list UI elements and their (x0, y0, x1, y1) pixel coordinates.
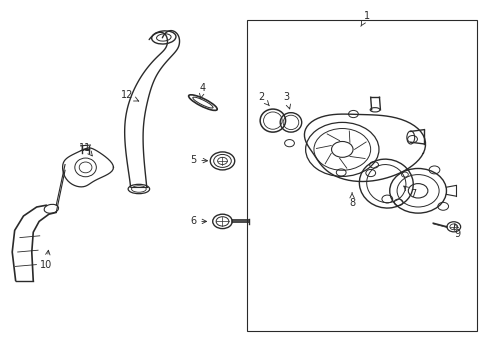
Text: 10: 10 (40, 250, 53, 270)
Text: 11: 11 (79, 143, 92, 156)
Text: 4: 4 (199, 83, 205, 99)
Text: 12: 12 (121, 90, 139, 101)
Bar (246, 20, 476, 331)
Text: 6: 6 (190, 216, 206, 226)
Text: 7: 7 (403, 186, 415, 199)
Bar (382, 167, 452, 214)
Text: 1: 1 (360, 11, 369, 26)
Text: 9: 9 (453, 224, 459, 239)
Text: 2: 2 (258, 92, 269, 106)
Text: 8: 8 (348, 193, 354, 208)
Text: 3: 3 (283, 92, 290, 109)
Text: 5: 5 (190, 155, 207, 165)
